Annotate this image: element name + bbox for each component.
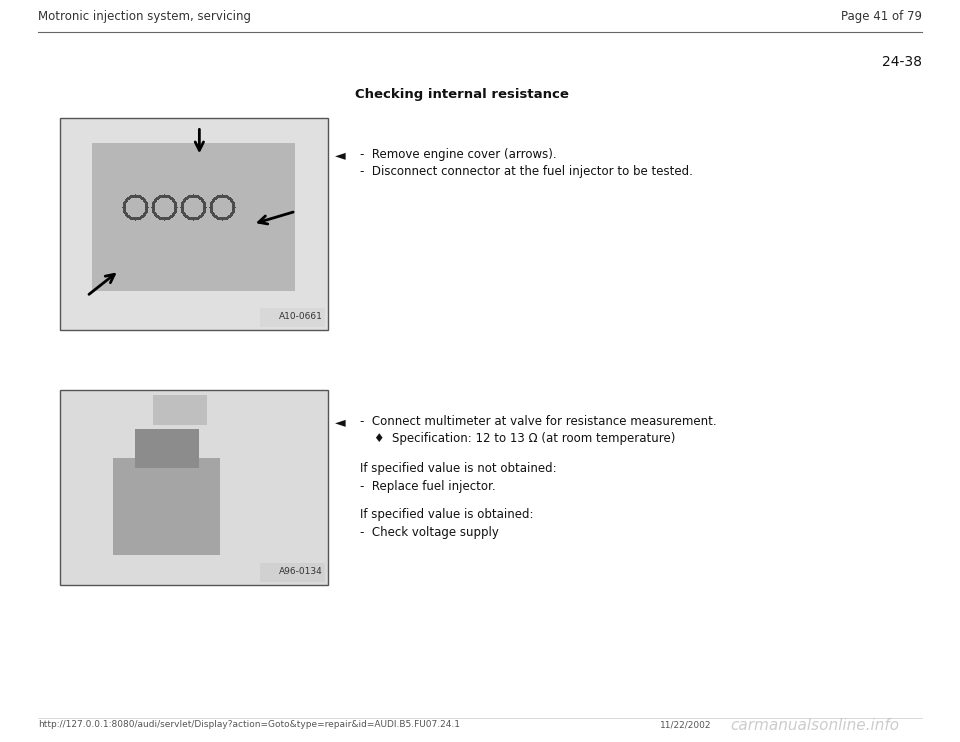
Text: http://127.0.0.1:8080/audi/servlet/Display?action=Goto&type=repair&id=AUDI.B5.FU: http://127.0.0.1:8080/audi/servlet/Displ… (38, 720, 460, 729)
Text: carmanualsonline.info: carmanualsonline.info (730, 718, 900, 733)
Text: If specified value is obtained:: If specified value is obtained: (360, 508, 534, 521)
Text: ♦  Specification: 12 to 13 Ω (at room temperature): ♦ Specification: 12 to 13 Ω (at room tem… (374, 432, 676, 445)
Text: -  Check voltage supply: - Check voltage supply (360, 526, 499, 539)
Text: -  Connect multimeter at valve for resistance measurement.: - Connect multimeter at valve for resist… (360, 415, 716, 428)
Text: Checking internal resistance: Checking internal resistance (355, 88, 569, 101)
Text: 11/22/2002: 11/22/2002 (660, 720, 711, 729)
Text: Motronic injection system, servicing: Motronic injection system, servicing (38, 10, 251, 23)
Text: Page 41 of 79: Page 41 of 79 (841, 10, 922, 23)
Text: -  Disconnect connector at the fuel injector to be tested.: - Disconnect connector at the fuel injec… (360, 165, 693, 178)
Bar (60, 390, 328, 585)
Text: ◄: ◄ (335, 148, 346, 162)
Bar (60, 118, 328, 330)
Text: ◄: ◄ (335, 415, 346, 429)
Text: -  Replace fuel injector.: - Replace fuel injector. (360, 480, 495, 493)
Text: -  Remove engine cover (arrows).: - Remove engine cover (arrows). (360, 148, 557, 161)
Text: If specified value is not obtained:: If specified value is not obtained: (360, 462, 557, 475)
Text: 24-38: 24-38 (882, 55, 922, 69)
Text: A96-0134: A96-0134 (279, 567, 323, 576)
Text: A10-0661: A10-0661 (279, 312, 323, 321)
